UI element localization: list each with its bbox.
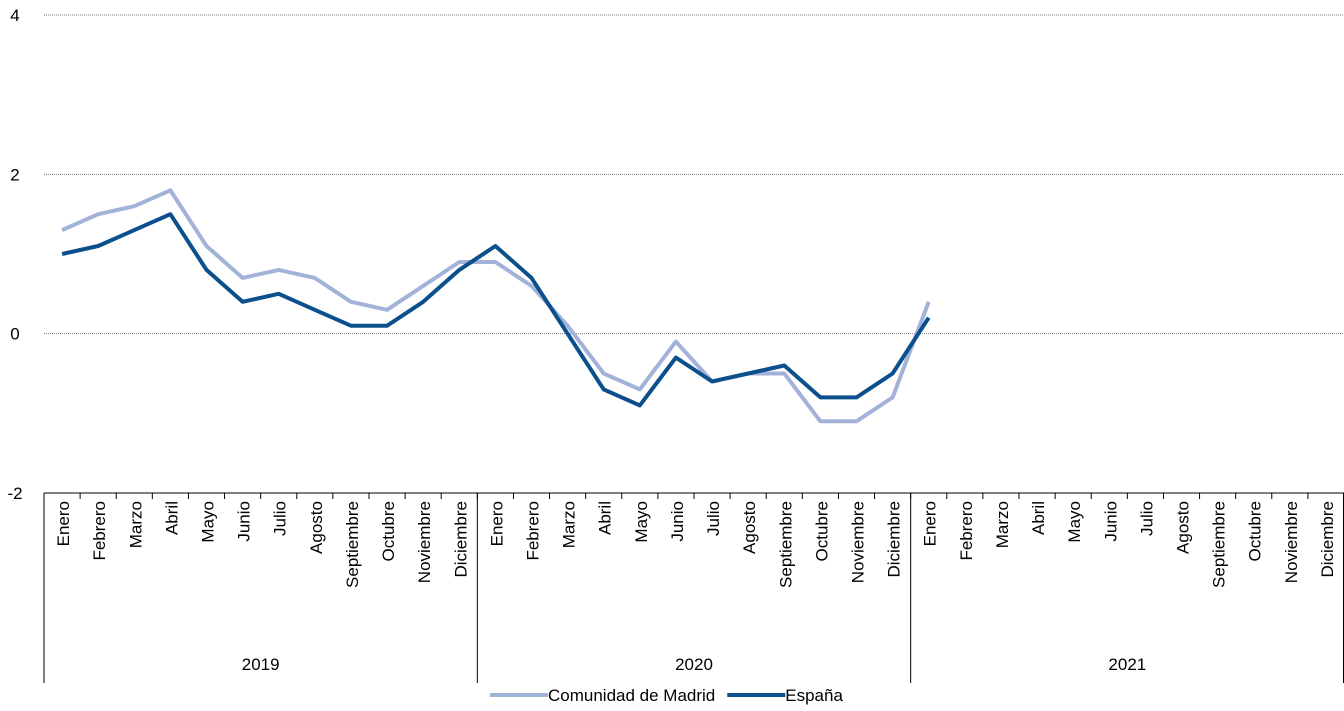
y-tick-label: 4 [10, 6, 19, 25]
x-tick-label: Noviembre [1282, 501, 1301, 583]
x-tick-label: Octubre [379, 501, 398, 561]
y-tick-label: -2 [7, 484, 22, 503]
legend-label: España [785, 686, 843, 705]
x-tick-label: Marzo [560, 501, 579, 548]
x-tick-label: Julio [1137, 501, 1156, 536]
x-tick-label: Agosto [307, 501, 326, 554]
x-tick-label: Septiembre [343, 501, 362, 588]
series-line [61, 188, 931, 424]
gridlines [44, 14, 1344, 335]
series-line [61, 212, 931, 408]
x-tick-label: Marzo [993, 501, 1012, 548]
x-tick-label: Enero [54, 501, 73, 546]
x-axis: Enero Febrero Marzo Abril Mayo Junio Julio Agos… [43, 492, 1344, 683]
x-tick-label: Junio [235, 501, 254, 542]
x-tick-label: Mayo [199, 501, 218, 543]
x-tick-label: Septiembre [776, 501, 795, 588]
y-axis: -2 0 2 4 [7, 6, 22, 503]
legend: Comunidad de Madrid España [490, 686, 843, 705]
x-tick-label: Febrero [957, 501, 976, 561]
x-tick-label: Abril [596, 501, 615, 535]
x-tick-label: Diciembre [885, 501, 904, 578]
y-tick-label: 2 [10, 165, 19, 184]
x-tick-label: Noviembre [849, 501, 868, 583]
x-tick-label: Noviembre [415, 501, 434, 583]
x-tick-label: Septiembre [1210, 501, 1229, 588]
x-tick-label: Octubre [1246, 501, 1265, 561]
x-tick-label: Mayo [632, 501, 651, 543]
x-tick-label: Agosto [1174, 501, 1193, 554]
x-tick-label: Agosto [740, 501, 759, 554]
x-tick-label: Enero [487, 501, 506, 546]
y-tick-label: 0 [10, 325, 19, 344]
x-tick-label: Julio [271, 501, 290, 536]
series-lines [61, 188, 931, 424]
x-tick-label: Diciembre [1318, 501, 1337, 578]
year-label: 2021 [1108, 655, 1146, 674]
x-tick-label: Marzo [126, 501, 145, 548]
legend-label: Comunidad de Madrid [548, 686, 715, 705]
x-tick-label: Enero [921, 501, 940, 546]
year-label: 2019 [242, 655, 280, 674]
x-tick-label: Abril [1029, 501, 1048, 535]
x-tick-label: Diciembre [451, 501, 470, 578]
x-tick-label: Octubre [812, 501, 831, 561]
x-tick-label: Junio [668, 501, 687, 542]
x-tick-label: Julio [704, 501, 723, 536]
x-tick-label: Febrero [524, 501, 543, 561]
x-tick-label: Junio [1101, 501, 1120, 542]
x-tick-label: Abril [162, 501, 181, 535]
x-tick-label: Mayo [1065, 501, 1084, 543]
year-label: 2020 [675, 655, 713, 674]
x-tick-label: Febrero [90, 501, 109, 561]
